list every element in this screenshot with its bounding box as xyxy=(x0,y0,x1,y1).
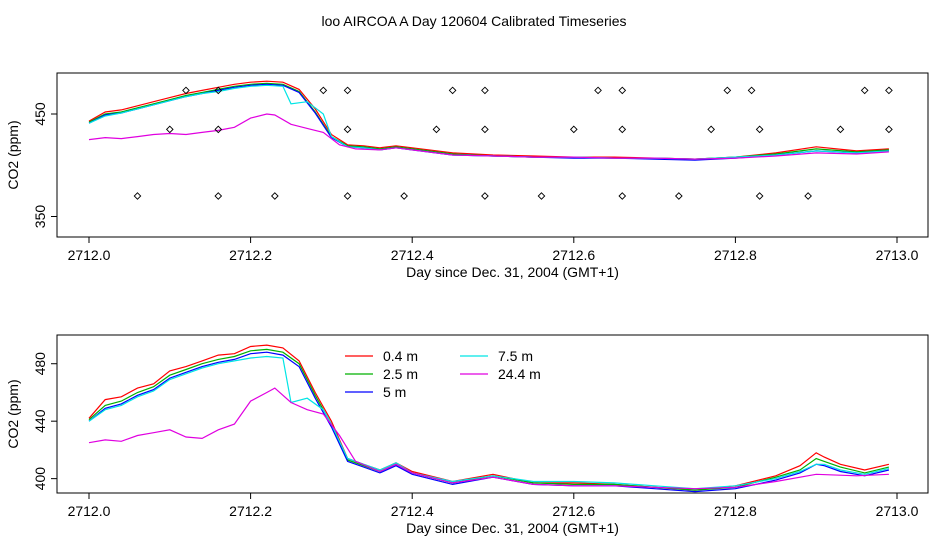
x-tick-label: 2712.2 xyxy=(229,247,272,263)
diamond-marker xyxy=(618,86,627,95)
legend-label: 7.5 m xyxy=(498,348,533,364)
y-tick-label: 350 xyxy=(32,205,48,229)
x-tick-label: 2712.0 xyxy=(68,503,111,519)
diamond-marker xyxy=(343,86,352,95)
x-tick-label: 2712.8 xyxy=(714,247,757,263)
y-tick-label: 450 xyxy=(32,102,48,126)
plot-frame xyxy=(56,72,929,238)
diamond-marker xyxy=(618,125,627,134)
series-line-2-5-m xyxy=(88,348,890,491)
x-tick-label: 2712.4 xyxy=(391,503,434,519)
series-group xyxy=(88,344,890,493)
x-tick-label: 2712.6 xyxy=(552,247,595,263)
diamond-marker xyxy=(885,86,893,95)
y-tick-label: 440 xyxy=(32,409,48,433)
diamond-marker xyxy=(594,86,602,95)
series-group xyxy=(88,80,889,161)
diamond-marker xyxy=(133,192,142,200)
diamond-marker xyxy=(432,125,441,134)
series-line-2-5-m xyxy=(88,82,889,160)
x-axis-label: Day since Dec. 31, 2004 (GMT+1) xyxy=(406,520,619,536)
diamond-marker xyxy=(481,192,489,200)
diamond-marker xyxy=(675,192,683,200)
x-tick-label: 2712.2 xyxy=(229,503,272,519)
x-tick-label: 2712.6 xyxy=(552,503,595,519)
diamond-marker xyxy=(481,86,489,95)
diamond-marker xyxy=(448,86,457,95)
legend: 0.4 m 2.5 m 5 m 7.5 m 24.4 m xyxy=(345,348,541,400)
legend-label: 0.4 m xyxy=(383,348,418,364)
diamond-marker xyxy=(481,125,489,134)
x-tick-label: 2712.0 xyxy=(68,247,111,263)
diamond-marker xyxy=(214,192,223,200)
marker-group xyxy=(133,86,893,200)
diamond-marker xyxy=(747,86,756,95)
diamond-marker xyxy=(755,125,764,134)
series-line-5-m xyxy=(88,83,889,161)
series-line-0-4-m xyxy=(88,344,890,491)
x-tick-label: 2713.0 xyxy=(876,503,919,519)
diamond-marker xyxy=(836,125,845,134)
diamond-marker xyxy=(271,192,279,200)
diamond-marker xyxy=(569,125,578,134)
diamond-marker xyxy=(618,192,627,200)
x-tick-label: 2713.0 xyxy=(876,247,919,263)
diamond-marker xyxy=(319,86,328,95)
diamond-marker xyxy=(343,192,352,200)
page-title: loo AIRCOA A Day 120604 Calibrated Times… xyxy=(321,13,626,29)
y-axis-label: CO2 (ppm) xyxy=(5,379,21,448)
y-tick-label: 400 xyxy=(32,467,48,491)
bottom-chart-panel: 2712.0 2712.2 2712.4 2712.6 2712.8 2713.0 Day … xyxy=(5,334,929,536)
diamond-marker xyxy=(400,192,408,200)
top-chart-panel: 2712.0 2712.2 2712.4 2712.6 2712.8 2713.0 Day … xyxy=(5,72,929,280)
diamond-marker xyxy=(214,86,223,95)
diamond-marker xyxy=(165,125,174,134)
x-axis-label: Day since Dec. 31, 2004 (GMT+1) xyxy=(406,264,619,280)
series-line-24-4-m xyxy=(88,113,889,160)
series-line-5-m xyxy=(88,351,890,493)
legend-label: 5 m xyxy=(383,384,406,400)
diamond-marker xyxy=(182,86,190,95)
y-axis-label: CO2 (ppm) xyxy=(5,120,21,189)
diamond-marker xyxy=(804,192,812,200)
y-tick-label: 480 xyxy=(32,352,48,376)
series-line-7-5-m xyxy=(88,355,890,490)
diamond-marker xyxy=(723,86,732,95)
diamond-marker xyxy=(755,192,764,200)
diamond-marker xyxy=(214,125,223,134)
diamond-marker xyxy=(343,125,352,134)
diamond-marker xyxy=(537,192,546,200)
x-tick-label: 2712.4 xyxy=(391,247,434,263)
plot-frame xyxy=(56,334,929,494)
x-tick-label: 2712.8 xyxy=(714,503,757,519)
diamond-marker xyxy=(707,125,715,134)
legend-label: 24.4 m xyxy=(498,366,541,382)
legend-label: 2.5 m xyxy=(383,366,418,382)
diamond-marker xyxy=(860,86,869,95)
series-line-7-5-m xyxy=(88,84,889,160)
diamond-marker xyxy=(885,125,893,134)
series-line-24-4-m xyxy=(88,387,889,490)
